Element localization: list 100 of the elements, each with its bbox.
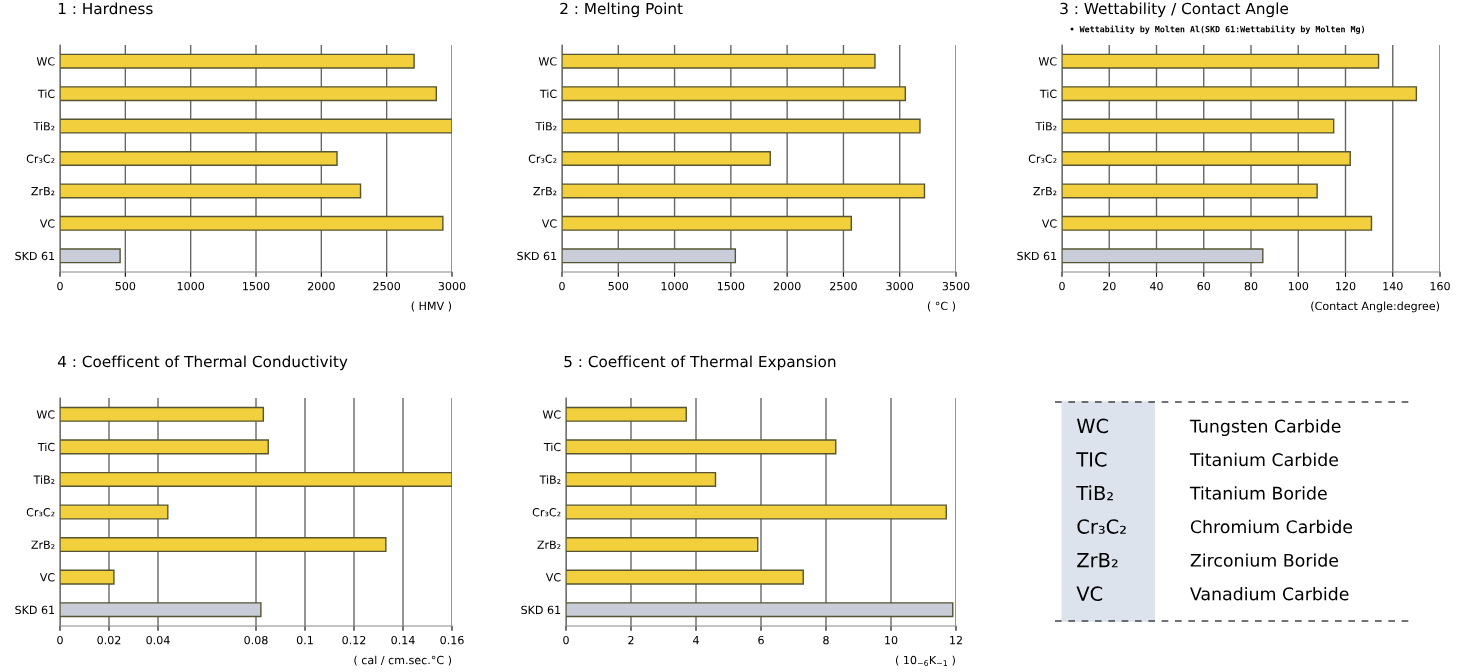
x-tick-label: 3500 — [942, 281, 970, 291]
y-tick-label: Cr₃C₂ — [532, 507, 561, 517]
x-tick-label: 0.14 — [391, 635, 415, 645]
bar — [1062, 183, 1318, 199]
x-tick-label: 0 — [1059, 281, 1065, 291]
x-tick-label: 500 — [115, 281, 136, 291]
text: Vanadium Carbide — [1190, 586, 1349, 601]
bar — [566, 406, 687, 422]
bar — [566, 569, 804, 585]
y-tick-label: WC — [1038, 57, 1057, 66]
y-tick-label: Cr₃C₂ — [1028, 154, 1057, 163]
y-tick-label: ZrB₂ — [537, 540, 561, 549]
category-label: Cr₃C₂ — [1077, 519, 1126, 534]
x-tick-label: 1500 — [243, 281, 270, 291]
x-tick-label: 1000 — [177, 281, 205, 291]
y-tick-label: TiC — [539, 89, 557, 99]
y-tick-label: ZrB₂ — [31, 540, 55, 549]
bar — [562, 53, 876, 69]
chart-title: 5 : Coefficent of Thermal Expansion — [564, 355, 836, 371]
category-label: WC — [1076, 418, 1109, 434]
x-tick-label: 1500 — [717, 281, 745, 291]
x-tick-label: 2000 — [773, 281, 801, 291]
bar — [566, 602, 954, 618]
x-tick-label: 160 — [1430, 281, 1450, 291]
chart-subtitle: • Wettability by Molten Al(SKD 61:Wettability by Molten Mg) — [1070, 25, 1365, 34]
x-tick-label: 0 — [57, 635, 63, 645]
x-tick-label: 0 — [57, 281, 63, 291]
bar — [1062, 53, 1380, 69]
y-tick-label: SKD 61 — [521, 605, 561, 615]
x-tick-label: 3000 — [438, 281, 466, 291]
y-tick-label: TiC — [543, 442, 561, 452]
x-tick-label: 40 — [1149, 281, 1163, 291]
y-tick-label: TiB₂ — [535, 121, 557, 131]
y-tick-label: SKD 61 — [1017, 251, 1057, 261]
bar — [60, 569, 115, 585]
x-tick-label: 1000 — [661, 281, 688, 291]
x-axis-title: ( 10$_{−6}$K$_{−1}$ ) — [895, 655, 955, 666]
y-tick-label: VC — [39, 573, 55, 582]
y-tick-label: Cr₃C₂ — [528, 154, 557, 163]
bar — [562, 248, 737, 264]
x-tick-label: 2000 — [308, 281, 335, 291]
text: Tungsten Carbide — [1189, 419, 1341, 437]
x-tick-label: 20 — [1102, 281, 1116, 291]
bar — [60, 471, 452, 487]
y-tick-label: VC — [541, 219, 557, 228]
x-tick-label: 0.02 — [97, 635, 121, 645]
x-tick-label: 2500 — [830, 281, 857, 291]
category-label: TiB₂ — [1076, 485, 1113, 501]
x-tick-label: 500 — [608, 281, 629, 291]
y-tick-label: ZrB₂ — [1033, 187, 1057, 196]
bar — [1062, 118, 1335, 134]
bar — [1062, 150, 1351, 167]
x-tick-label: 120 — [1336, 281, 1356, 291]
x-axis-title: ( HMV ) — [411, 301, 452, 312]
y-tick-label: TiC — [37, 442, 55, 452]
y-tick-label: VC — [39, 219, 55, 228]
bar — [60, 439, 269, 455]
bar — [562, 215, 853, 231]
x-tick-label: 3000 — [886, 281, 914, 291]
y-tick-label: ZrB₂ — [533, 187, 557, 196]
text: Titanium Boride — [1189, 486, 1327, 500]
y-tick-label: TiB₂ — [33, 121, 55, 131]
y-tick-label: SKD 61 — [517, 251, 557, 261]
bar — [60, 183, 362, 199]
x-tick-label: 0.1 — [296, 635, 313, 645]
bar — [566, 439, 837, 455]
x-tick-label: 0 — [563, 635, 569, 645]
bar — [60, 118, 452, 134]
bar — [566, 471, 717, 487]
bar — [60, 86, 438, 102]
bar — [60, 248, 121, 264]
y-tick-label: WC — [36, 410, 55, 419]
bar — [1062, 215, 1373, 231]
x-tick-label: 6 — [758, 635, 764, 645]
y-tick-label: WC — [36, 57, 55, 66]
x-axis-title: ( °C ) — [927, 301, 956, 312]
y-tick-label: ZrB₂ — [31, 187, 55, 196]
x-tick-label: 0.04 — [146, 635, 170, 645]
x-tick-label: 8 — [823, 635, 829, 645]
bar — [1062, 86, 1418, 102]
text: Zirconium Boride — [1190, 553, 1339, 567]
bar — [1062, 248, 1264, 264]
x-tick-label: 140 — [1383, 281, 1403, 291]
y-tick-label: TiC — [37, 89, 55, 99]
bar — [566, 504, 947, 520]
y-tick-label: SKD 61 — [15, 605, 55, 615]
x-tick-label: 0.12 — [342, 635, 366, 645]
category-label: ZrB₂ — [1077, 553, 1118, 568]
bar — [60, 537, 387, 553]
x-tick-label: 0 — [559, 281, 565, 291]
y-tick-label: TiB₂ — [1035, 121, 1057, 131]
y-tick-label: Cr₃C₂ — [26, 154, 55, 163]
bar — [562, 183, 926, 199]
bar — [562, 118, 921, 134]
x-tick-label: 100 — [1288, 281, 1309, 291]
category-label: VC — [1076, 586, 1103, 602]
bar — [566, 537, 759, 553]
y-tick-label: TiB₂ — [33, 475, 55, 484]
y-tick-label: VC — [545, 573, 561, 582]
y-tick-label: VC — [1041, 219, 1057, 228]
